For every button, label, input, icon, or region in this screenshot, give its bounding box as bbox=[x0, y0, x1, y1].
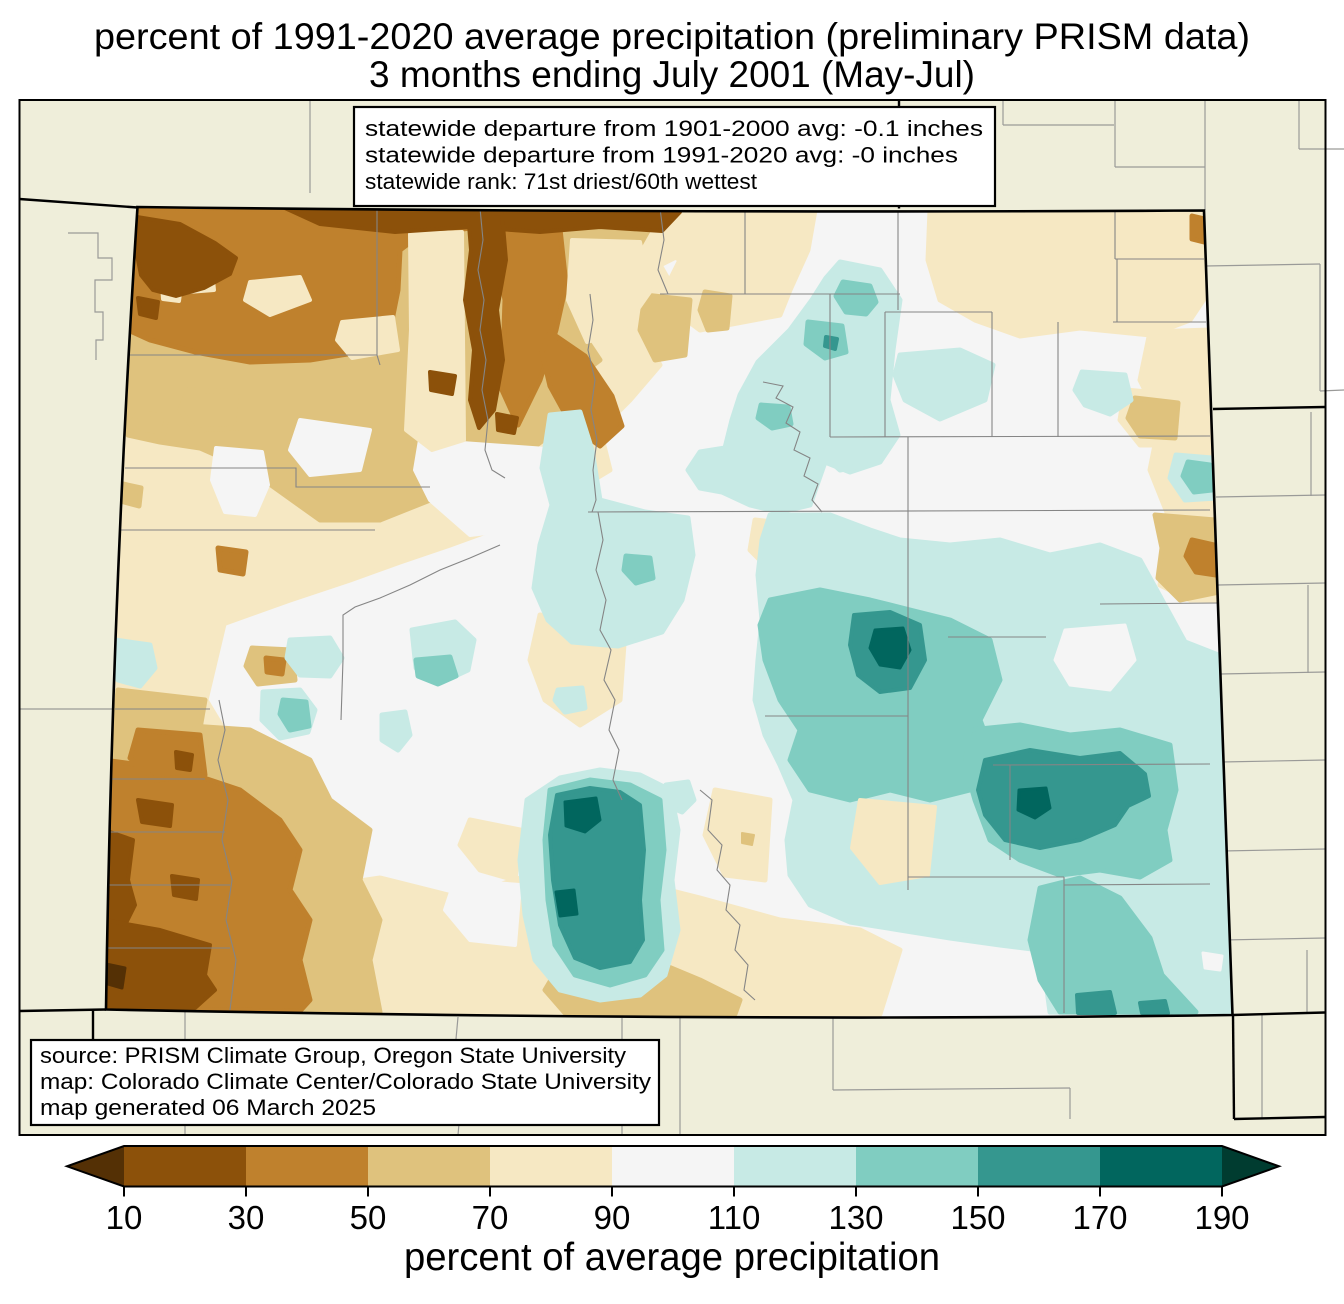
svg-text:30: 30 bbox=[228, 1199, 265, 1236]
svg-text:map generated 06 March 2025: map generated 06 March 2025 bbox=[40, 1095, 376, 1120]
svg-text:90: 90 bbox=[594, 1199, 631, 1236]
svg-text:170: 170 bbox=[1072, 1199, 1127, 1236]
svg-text:50: 50 bbox=[350, 1199, 387, 1236]
svg-text:statewide departure from 1991-: statewide departure from 1991-2020 avg: … bbox=[365, 143, 958, 168]
svg-text:70: 70 bbox=[472, 1199, 509, 1236]
svg-text:percent of 1991-2020 average p: percent of 1991-2020 average precipitati… bbox=[94, 16, 1250, 57]
svg-text:10: 10 bbox=[106, 1199, 143, 1236]
svg-text:statewide departure from 1901-: statewide departure from 1901-2000 avg: … bbox=[365, 116, 983, 141]
svg-text:150: 150 bbox=[950, 1199, 1005, 1236]
svg-text:map: Colorado Climate Center/C: map: Colorado Climate Center/Colorado St… bbox=[40, 1069, 652, 1094]
svg-text:190: 190 bbox=[1194, 1199, 1249, 1236]
svg-text:130: 130 bbox=[828, 1199, 883, 1236]
svg-text:source: PRISM Climate Group, O: source: PRISM Climate Group, Oregon Stat… bbox=[40, 1043, 627, 1068]
svg-text:statewide rank: 71st driest/60: statewide rank: 71st driest/60th wettest bbox=[365, 169, 758, 194]
svg-text:110: 110 bbox=[708, 1199, 761, 1236]
svg-text:percent of average precipitati: percent of average precipitation bbox=[404, 1236, 940, 1279]
svg-text:3 months ending July 2001 (May: 3 months ending July 2001 (May-Jul) bbox=[369, 54, 975, 95]
